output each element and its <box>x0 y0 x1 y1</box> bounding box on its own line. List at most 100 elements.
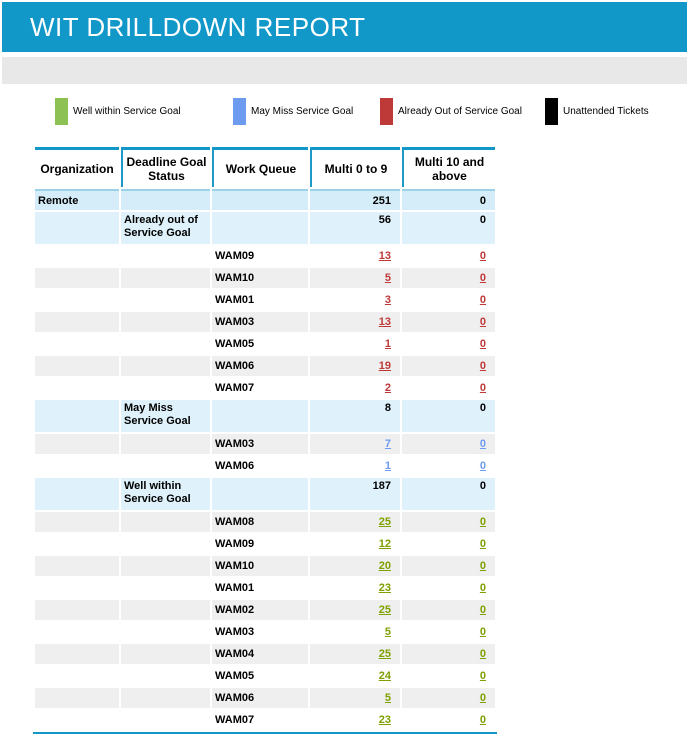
multi-0-9-link[interactable]: 23 <box>378 582 391 594</box>
multi-0-9-link[interactable]: 12 <box>378 538 391 550</box>
multi-0-9-cell: 5 <box>310 622 400 642</box>
work-queue-cell: WAM09 <box>212 534 308 554</box>
column-header-multi-0-9: Multi 0 to 9 <box>310 147 400 187</box>
multi-10-above-link[interactable]: 0 <box>479 316 486 328</box>
multi-0-9-cell: 251 <box>310 189 400 210</box>
work-queue-cell: WAM02 <box>212 600 308 620</box>
org-cell <box>35 290 119 310</box>
detail-row: WAM10 5 0 <box>35 268 495 288</box>
multi-0-9-link[interactable]: 1 <box>384 460 391 472</box>
multi-0-9-link[interactable]: 13 <box>378 250 391 262</box>
work-queue-cell: WAM06 <box>212 688 308 708</box>
multi-10-above-link[interactable]: 0 <box>479 582 486 594</box>
report-title-bar: WIT DRILLDOWN REPORT <box>2 2 687 52</box>
multi-10-above-link[interactable]: 0 <box>479 460 486 472</box>
drilldown-table: Organization Deadline Goal Status Work Q… <box>33 145 497 732</box>
multi-0-9-link[interactable]: 2 <box>384 382 391 394</box>
work-queue-cell: WAM04 <box>212 644 308 664</box>
multi-0-9-link[interactable]: 5 <box>384 272 391 284</box>
org-cell <box>35 622 119 642</box>
multi-0-9-cell: 25 <box>310 512 400 532</box>
multi-10-above-link[interactable]: 0 <box>479 360 486 372</box>
multi-0-9-link[interactable]: 5 <box>384 692 391 704</box>
multi-0-9-link[interactable]: 20 <box>378 560 391 572</box>
org-cell <box>35 456 119 476</box>
multi-10-above-link[interactable]: 0 <box>479 438 486 450</box>
multi-10-above-cell: 0 <box>402 268 495 288</box>
multi-10-above-link[interactable]: 0 <box>479 294 486 306</box>
multi-10-above-cell: 0 <box>402 600 495 620</box>
multi-0-9-link[interactable]: 13 <box>378 316 391 328</box>
legend-swatch <box>55 97 68 125</box>
multi-10-above-cell: 0 <box>402 578 495 598</box>
work-queue-cell: WAM06 <box>212 356 308 376</box>
multi-10-above-cell: 0 <box>402 534 495 554</box>
multi-10-above-cell: 0 <box>402 456 495 476</box>
multi-10-above-link[interactable]: 0 <box>479 604 486 616</box>
status-cell <box>121 290 210 310</box>
multi-0-9-link[interactable]: 24 <box>378 670 391 682</box>
org-cell <box>35 268 119 288</box>
org-cell <box>35 556 119 576</box>
multi-10-above-link[interactable]: 0 <box>479 250 486 262</box>
detail-row: WAM01 23 0 <box>35 578 495 598</box>
multi-0-9-cell: 25 <box>310 644 400 664</box>
work-queue-cell: WAM03 <box>212 434 308 454</box>
detail-row: WAM06 19 0 <box>35 356 495 376</box>
work-queue-cell <box>212 400 308 432</box>
status-cell: Well within Service Goal <box>121 478 210 510</box>
multi-0-9-cell: 24 <box>310 666 400 686</box>
multi-10-above-link[interactable]: 0 <box>479 538 486 550</box>
multi-10-above-link[interactable]: 0 <box>479 560 486 572</box>
status-cell <box>121 556 210 576</box>
detail-row: WAM05 1 0 <box>35 334 495 354</box>
org-cell <box>35 666 119 686</box>
multi-10-above-link[interactable]: 0 <box>479 626 486 638</box>
status-cell <box>121 434 210 454</box>
multi-0-9-link[interactable]: 7 <box>384 438 391 450</box>
multi-10-above-cell: 0 <box>402 512 495 532</box>
org-cell <box>35 400 119 432</box>
multi-10-above-link[interactable]: 0 <box>479 714 486 726</box>
multi-10-above-link[interactable]: 0 <box>479 670 486 682</box>
column-header-organization: Organization <box>35 147 119 187</box>
status-row: May Miss Service Goal 8 0 <box>35 400 495 432</box>
multi-10-above-link[interactable]: 0 <box>479 382 486 394</box>
status-cell <box>121 600 210 620</box>
multi-0-9-link[interactable]: 5 <box>384 626 391 638</box>
work-queue-cell: WAM09 <box>212 246 308 266</box>
status-cell <box>121 710 210 730</box>
multi-0-9-cell: 20 <box>310 556 400 576</box>
multi-10-above-cell: 0 <box>402 400 495 432</box>
multi-10-above-link[interactable]: 0 <box>479 692 486 704</box>
status-cell <box>121 189 210 210</box>
org-cell <box>35 246 119 266</box>
work-queue-cell: WAM10 <box>212 268 308 288</box>
detail-row: WAM04 25 0 <box>35 644 495 664</box>
work-queue-cell <box>212 189 308 210</box>
legend-item-well-within: Well within Service Goal <box>55 97 181 125</box>
legend-label: Unattended Tickets <box>563 105 649 117</box>
multi-10-above-cell: 0 <box>402 312 495 332</box>
multi-0-9-link[interactable]: 3 <box>384 294 391 306</box>
legend-swatch <box>233 97 246 125</box>
multi-0-9-cell: 7 <box>310 434 400 454</box>
legend-swatch <box>380 97 393 125</box>
multi-0-9-link[interactable]: 25 <box>378 516 391 528</box>
multi-10-above-link[interactable]: 0 <box>479 272 486 284</box>
org-cell <box>35 688 119 708</box>
multi-0-9-link[interactable]: 23 <box>378 714 391 726</box>
multi-10-above-link[interactable]: 0 <box>479 516 486 528</box>
legend-item-unattended: Unattended Tickets <box>545 97 649 125</box>
multi-0-9-link[interactable]: 25 <box>378 604 391 616</box>
multi-10-above-cell: 0 <box>402 434 495 454</box>
status-cell <box>121 666 210 686</box>
org-cell <box>35 512 119 532</box>
multi-0-9-link[interactable]: 1 <box>384 338 391 350</box>
multi-0-9-link[interactable]: 19 <box>378 360 391 372</box>
multi-0-9-cell: 25 <box>310 600 400 620</box>
multi-10-above-link[interactable]: 0 <box>479 648 486 660</box>
work-queue-cell <box>212 478 308 510</box>
multi-0-9-link[interactable]: 25 <box>378 648 391 660</box>
multi-10-above-link[interactable]: 0 <box>479 338 486 350</box>
